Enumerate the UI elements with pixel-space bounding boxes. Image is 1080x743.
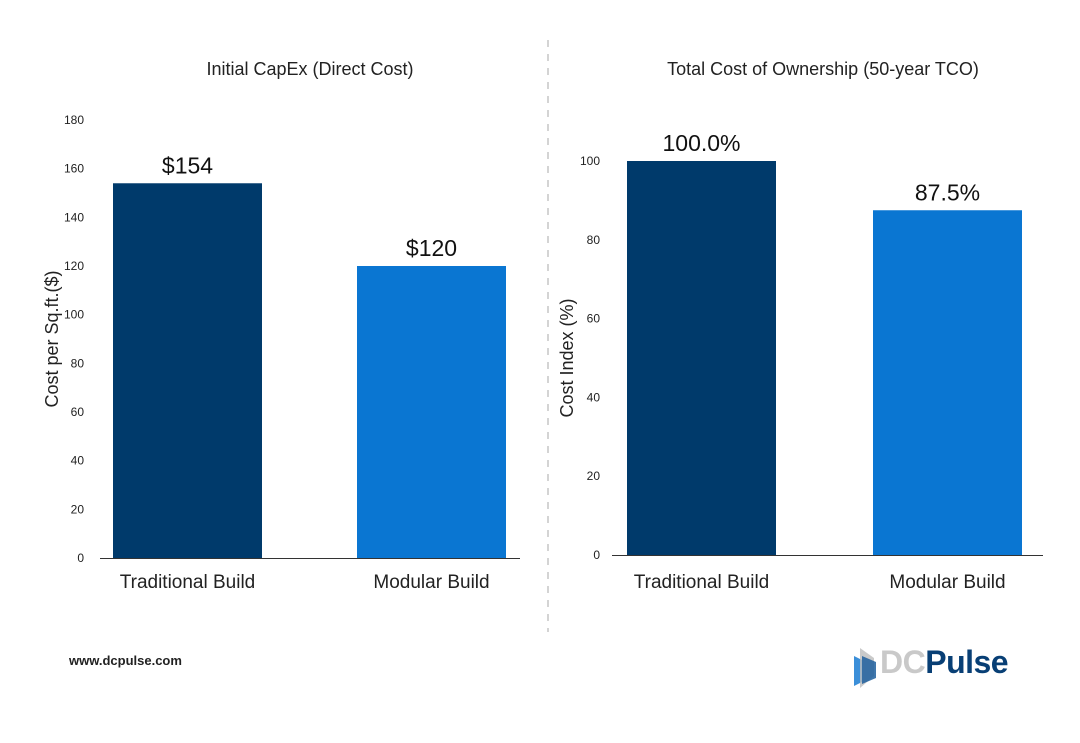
data-label: $120	[406, 235, 457, 261]
y-axis-label: Cost Index (%)	[557, 298, 577, 417]
y-tick-label: 160	[64, 162, 84, 176]
logo-mark-icon	[854, 648, 876, 688]
y-axis-label: Cost per Sq.ft.($)	[42, 270, 62, 407]
x-tick-label: Traditional Build	[120, 572, 256, 593]
y-tick-label: 60	[587, 312, 601, 326]
y-tick-label: 100	[64, 308, 84, 322]
y-tick-label: 40	[71, 454, 85, 468]
y-tick-label: 120	[64, 259, 84, 273]
logo-pulse-text: Pulse	[925, 644, 1009, 680]
bar-modular-build	[873, 210, 1022, 555]
bar-traditional-build	[627, 161, 776, 555]
dcpulse-logo: DCPulse	[852, 642, 1022, 688]
data-label: 100.0%	[662, 130, 740, 156]
bar-modular-build	[357, 266, 506, 558]
y-tick-label: 20	[71, 502, 85, 516]
y-tick-label: 0	[77, 551, 84, 565]
y-tick-label: 100	[580, 154, 600, 168]
logo-dc-text: DC	[880, 644, 926, 680]
y-tick-label: 80	[587, 233, 601, 247]
chart-title: Total Cost of Ownership (50-year TCO)	[667, 59, 979, 79]
data-label: $154	[162, 152, 213, 178]
y-tick-label: 80	[71, 356, 85, 370]
x-tick-label: Modular Build	[373, 572, 489, 593]
y-tick-label: 180	[64, 113, 84, 127]
data-label: 87.5%	[915, 179, 980, 205]
y-tick-label: 140	[64, 210, 84, 224]
bar-traditional-build	[113, 183, 262, 558]
website-url: www.dcpulse.com	[69, 653, 182, 668]
x-tick-label: Modular Build	[889, 572, 1005, 593]
chart-title: Initial CapEx (Direct Cost)	[206, 59, 413, 79]
y-tick-label: 60	[71, 405, 85, 419]
x-tick-label: Traditional Build	[634, 572, 770, 593]
y-tick-label: 40	[587, 390, 601, 404]
y-tick-label: 0	[593, 548, 600, 562]
y-tick-label: 20	[587, 469, 601, 483]
